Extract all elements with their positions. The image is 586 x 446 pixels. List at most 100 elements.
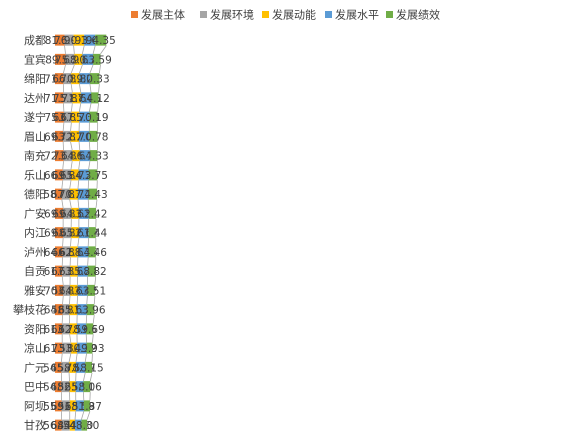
series-line <box>86 295 88 305</box>
series-connector-lines <box>60 45 107 420</box>
bar-segment <box>55 150 64 162</box>
series-line <box>79 64 83 74</box>
data-label: 73.75 <box>78 170 108 182</box>
category-label: 凉山 <box>24 341 46 355</box>
series-line <box>88 141 91 151</box>
bar-segment <box>61 361 70 373</box>
data-label: 63.96 <box>75 305 105 317</box>
bar-segment <box>61 419 70 431</box>
data-label: 80.33 <box>80 74 110 86</box>
data-label: 74.43 <box>78 189 108 201</box>
bar-segment <box>62 323 70 335</box>
bar-segment <box>63 111 72 123</box>
bar-segment <box>55 400 62 412</box>
bar-segment <box>69 188 78 200</box>
bar-segment <box>77 188 89 200</box>
data-label: 58.15 <box>74 362 104 374</box>
bar-segment <box>61 381 70 393</box>
bar-segment <box>84 34 96 46</box>
category-label: 内江 <box>24 226 46 240</box>
bar-segment <box>95 34 107 46</box>
data-label: 63.59 <box>82 54 112 66</box>
bar-segment <box>81 419 88 431</box>
bar-segment <box>78 207 89 219</box>
bar-segment <box>79 73 90 85</box>
bar-segment <box>63 73 72 85</box>
category-label: 达州 <box>24 92 46 105</box>
bar-segment <box>91 92 99 104</box>
legend-item: 发展动能 <box>262 8 316 22</box>
bar-segment <box>88 169 98 181</box>
bar-segment <box>70 246 78 258</box>
bar-segment <box>74 53 83 65</box>
bar-segment <box>70 342 78 354</box>
category-label: 阿坝 <box>24 399 46 413</box>
bar-segment <box>55 381 62 393</box>
legend-label: 发展绩效 <box>396 8 440 22</box>
bar-segment <box>88 227 96 239</box>
bar-segment <box>75 419 82 431</box>
bar-segment <box>88 188 97 200</box>
series-line <box>89 64 94 74</box>
bar-segment <box>55 419 62 431</box>
bar-segment <box>73 34 85 46</box>
data-label: 64.33 <box>79 151 109 163</box>
data-label: 64.12 <box>80 93 110 105</box>
bar-segment <box>63 284 71 296</box>
bar-segment <box>55 53 66 65</box>
data-label: 49.93 <box>74 343 104 355</box>
series-line <box>89 372 93 382</box>
series-line <box>88 161 91 170</box>
series-line <box>75 353 78 362</box>
legend-item: 发展环境 <box>200 8 254 22</box>
series-line <box>73 45 75 54</box>
series-line <box>70 141 73 151</box>
bar-segment <box>75 381 84 393</box>
data-label: 51.87 <box>72 401 102 413</box>
bar-segment <box>55 34 65 46</box>
bar-segment <box>71 207 79 219</box>
series-line <box>86 411 91 420</box>
series-line <box>63 64 66 74</box>
bar-segment <box>78 227 89 239</box>
series-line <box>88 103 92 112</box>
legend-swatch <box>131 11 138 18</box>
category-label: 泸州 <box>24 246 46 259</box>
bar-segment <box>71 111 80 123</box>
bar-segment <box>79 150 90 162</box>
bar-segment <box>77 342 87 354</box>
bar-segment <box>86 304 95 316</box>
series-line <box>79 84 82 93</box>
series-line <box>97 103 99 112</box>
bar-segment <box>55 246 63 258</box>
series-line <box>85 315 88 324</box>
series-line <box>78 161 81 170</box>
series-line <box>61 180 64 189</box>
bar-segment <box>62 304 70 316</box>
bar-segment <box>55 304 63 316</box>
series-line <box>98 64 101 74</box>
bar-segment <box>77 304 87 316</box>
series-line <box>77 238 80 247</box>
legend-item: 发展绩效 <box>386 8 440 22</box>
data-label: 94.35 <box>86 35 116 47</box>
bar-segment <box>55 111 64 123</box>
bar-segment <box>77 246 89 258</box>
bar-segment <box>87 284 95 296</box>
series-line <box>69 180 72 189</box>
bar-segment <box>89 111 98 123</box>
series-line <box>77 180 80 189</box>
series-line <box>78 103 82 112</box>
series-line <box>83 372 86 382</box>
bar-segment <box>69 323 77 335</box>
bar-segment <box>55 130 64 142</box>
bar-segment <box>85 361 93 373</box>
data-label: 70.78 <box>78 131 108 143</box>
series-line <box>69 295 71 305</box>
series-line <box>70 103 73 112</box>
series-line <box>60 353 63 362</box>
category-label: 雅安 <box>24 283 46 297</box>
bar-segment <box>88 207 97 219</box>
category-label: 遂宁 <box>24 110 46 124</box>
